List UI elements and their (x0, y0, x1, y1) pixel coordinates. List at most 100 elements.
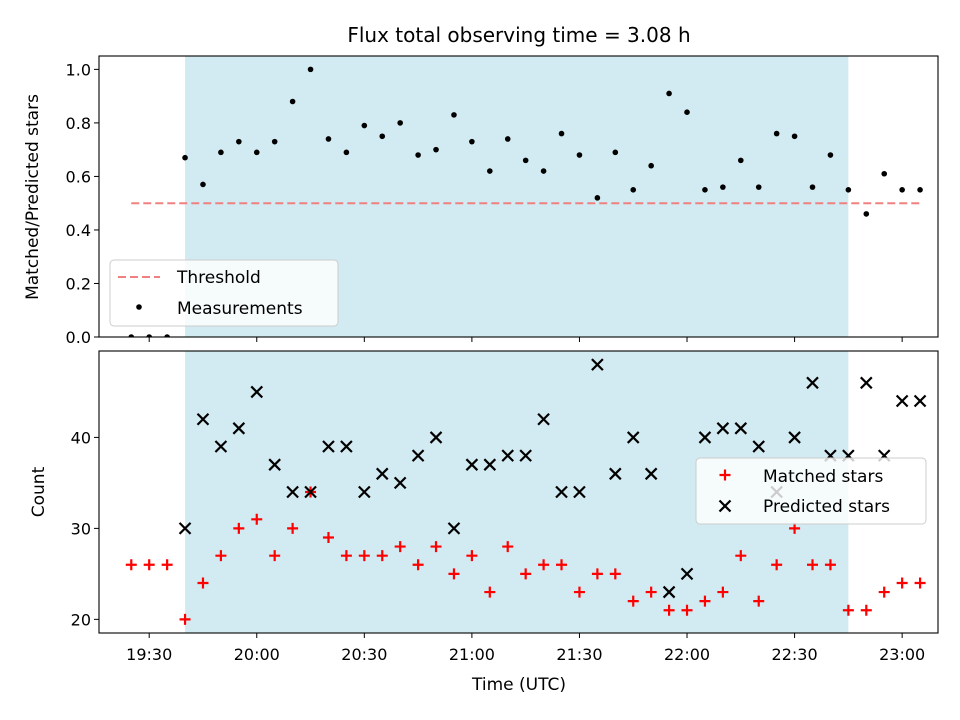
matched-point (645, 586, 657, 598)
predicted-point (465, 458, 479, 471)
legend-matched-swatch (719, 469, 731, 481)
matched-point (717, 586, 729, 598)
data-point (863, 211, 870, 217)
data-point (702, 187, 708, 193)
data-point (773, 130, 780, 137)
predicted-point (268, 458, 281, 471)
data-point (164, 334, 170, 337)
matched-point (538, 559, 550, 571)
predicted-point (393, 476, 407, 490)
data-point (271, 138, 278, 145)
axes-frame (98, 55, 939, 338)
data-point (917, 187, 923, 193)
legend-box (109, 259, 339, 327)
predicted-point (447, 522, 461, 535)
x-tick-label: 19:30 (126, 645, 172, 664)
legend-matched-label: Matched stars (763, 467, 883, 487)
matched-point (251, 513, 263, 525)
matched-point (914, 577, 926, 589)
matched-point (448, 568, 460, 580)
predicted-point (250, 385, 264, 399)
matched-point (161, 559, 173, 571)
data-point (307, 66, 314, 73)
x-tick-label: 22:30 (772, 645, 818, 664)
y-tick-label: 0.4 (66, 221, 91, 240)
matched-point (824, 559, 836, 571)
matched-point (789, 522, 801, 534)
predicted-point (519, 449, 532, 462)
matched-point (287, 522, 299, 534)
data-point (899, 187, 905, 193)
predicted-point (501, 449, 515, 462)
y-tick-label: 40 (71, 428, 91, 447)
matched-point (699, 595, 711, 607)
matched-point (896, 577, 908, 589)
data-point (504, 136, 511, 142)
y-tick-label: 0.0 (66, 328, 91, 347)
predicted-point (680, 567, 694, 581)
legend-threshold-label: Threshold (176, 268, 261, 288)
plot-area (128, 66, 923, 337)
data-point (361, 122, 368, 129)
predicted-point (734, 422, 748, 435)
data-point (755, 184, 762, 190)
matched-point (771, 559, 783, 571)
predicted-point (860, 376, 873, 390)
data-point (451, 112, 457, 118)
data-point (737, 157, 744, 164)
data-point (648, 162, 654, 169)
matched-point (125, 559, 137, 571)
matched-point (215, 550, 227, 562)
predicted-point (232, 422, 246, 435)
matched-point (376, 550, 388, 562)
matched-point (322, 531, 334, 543)
legend-top: Threshold Measurements (109, 259, 339, 327)
predicted-point (537, 412, 550, 426)
axes-frame (98, 350, 939, 634)
matched-point (502, 541, 514, 553)
predicted-point (752, 440, 766, 453)
legend-predicted-swatch (718, 499, 732, 513)
matched-point (609, 568, 621, 580)
data-point (684, 109, 690, 115)
y-tick-label: 1.0 (66, 60, 91, 79)
data-point (415, 152, 421, 158)
x-tick-label: 20:00 (234, 645, 280, 664)
matched-point (556, 559, 568, 571)
predicted-point (483, 458, 497, 471)
data-point (594, 195, 601, 201)
predicted-point (895, 394, 909, 408)
data-point (200, 181, 206, 188)
matched-point (573, 586, 585, 598)
legend-measurement-swatch (136, 304, 142, 310)
predicted-point (591, 358, 604, 371)
matched-point (807, 559, 819, 571)
data-point (325, 136, 332, 142)
predicted-point (429, 431, 443, 444)
matched-point (430, 541, 442, 553)
data-point (845, 187, 852, 193)
legend-predicted-label: Predicted stars (763, 497, 890, 517)
matched-point (663, 604, 675, 616)
matched-point (340, 550, 352, 562)
predicted-point (662, 585, 676, 599)
data-point (827, 152, 834, 158)
data-point (182, 154, 188, 161)
data-point (469, 138, 475, 145)
y-tick-label: 0.2 (66, 274, 91, 293)
predicted-point (788, 431, 801, 444)
data-point (576, 152, 583, 158)
x-tick-label: 23:00 (879, 645, 925, 664)
data-point (630, 187, 637, 193)
y-tick-label: 30 (71, 519, 91, 538)
data-point (379, 133, 386, 140)
matched-point (179, 613, 191, 625)
matched-point (591, 568, 603, 580)
matched-point (412, 559, 424, 571)
data-point (612, 149, 619, 156)
predicted-point (716, 422, 730, 435)
predicted-point (573, 485, 586, 499)
predicted-point (178, 522, 192, 535)
predicted-point (340, 440, 353, 453)
